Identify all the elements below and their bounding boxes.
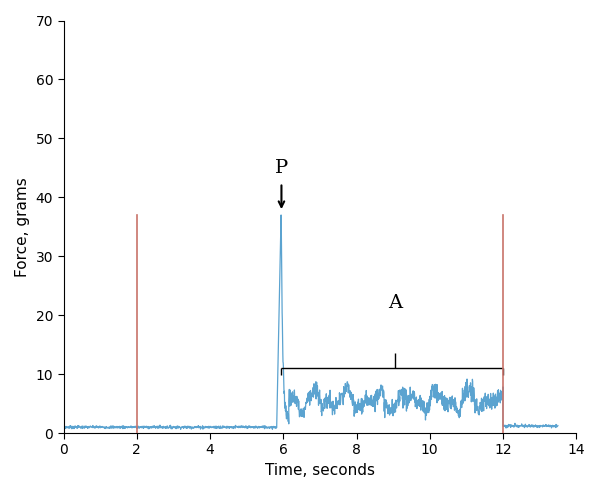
Text: A: A bbox=[388, 294, 402, 312]
X-axis label: Time, seconds: Time, seconds bbox=[265, 463, 375, 478]
Y-axis label: Force, grams: Force, grams bbox=[15, 177, 30, 277]
Text: P: P bbox=[275, 159, 288, 176]
